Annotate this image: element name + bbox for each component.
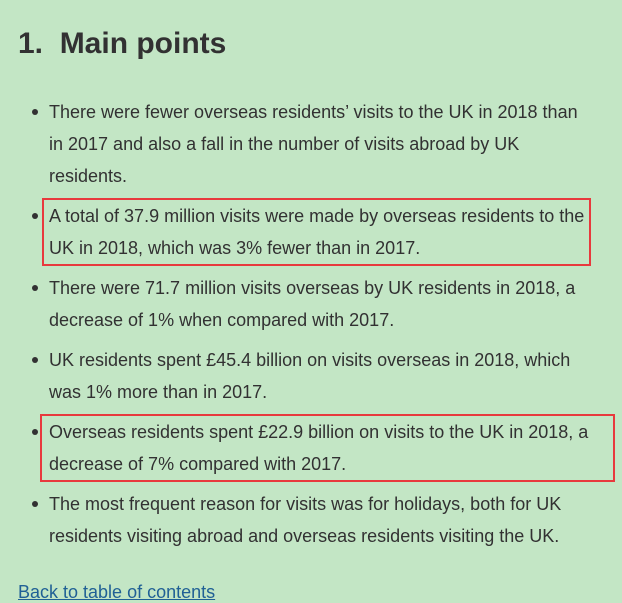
bullet-item: There were fewer overseas residents’ vis… [0, 96, 594, 192]
bullet-list: There were fewer overseas residents’ vis… [0, 96, 622, 560]
heading: 1. Main points [18, 27, 227, 60]
back-link[interactable]: Back to table of contents [18, 582, 216, 602]
bullet-item: A total of 37.9 million visits were made… [32, 198, 591, 266]
bullet-item: UK residents spent £45.4 billion on visi… [0, 344, 594, 408]
bullet-item: The most frequent reason for visits was … [0, 488, 594, 552]
bullet-item: Overseas residents spent £22.9 billion o… [32, 414, 615, 482]
bullet-item: There were 71.7 million visits overseas … [0, 272, 594, 336]
